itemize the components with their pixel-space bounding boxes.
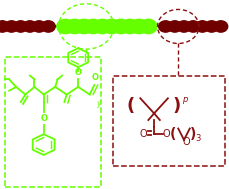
Circle shape [102, 19, 120, 34]
Text: ): ) [189, 127, 196, 141]
Text: (: ( [169, 127, 175, 141]
Text: y: y [96, 99, 101, 108]
Text: O: O [74, 67, 81, 77]
Text: 3: 3 [194, 134, 200, 143]
Text: p: p [182, 95, 187, 104]
Circle shape [66, 19, 83, 34]
Text: O: O [162, 129, 170, 139]
Text: O: O [182, 137, 189, 147]
Circle shape [204, 21, 218, 32]
Circle shape [57, 19, 74, 34]
Text: ): ) [172, 97, 180, 115]
Circle shape [14, 21, 27, 32]
Circle shape [158, 21, 172, 32]
Circle shape [167, 21, 181, 32]
Circle shape [75, 19, 92, 34]
Circle shape [93, 19, 111, 34]
Circle shape [84, 19, 101, 34]
Circle shape [213, 21, 227, 32]
Circle shape [112, 19, 129, 34]
Circle shape [0, 21, 9, 32]
Circle shape [5, 21, 18, 32]
Circle shape [185, 21, 199, 32]
Circle shape [139, 19, 156, 34]
Text: (: ( [126, 97, 135, 115]
Circle shape [195, 21, 208, 32]
Text: O: O [40, 114, 47, 123]
Text: O: O [92, 73, 98, 82]
Circle shape [130, 19, 147, 34]
Circle shape [23, 21, 37, 32]
Text: O: O [139, 129, 147, 139]
Circle shape [121, 19, 138, 34]
Circle shape [32, 21, 46, 32]
Circle shape [41, 21, 55, 32]
Circle shape [176, 21, 190, 32]
